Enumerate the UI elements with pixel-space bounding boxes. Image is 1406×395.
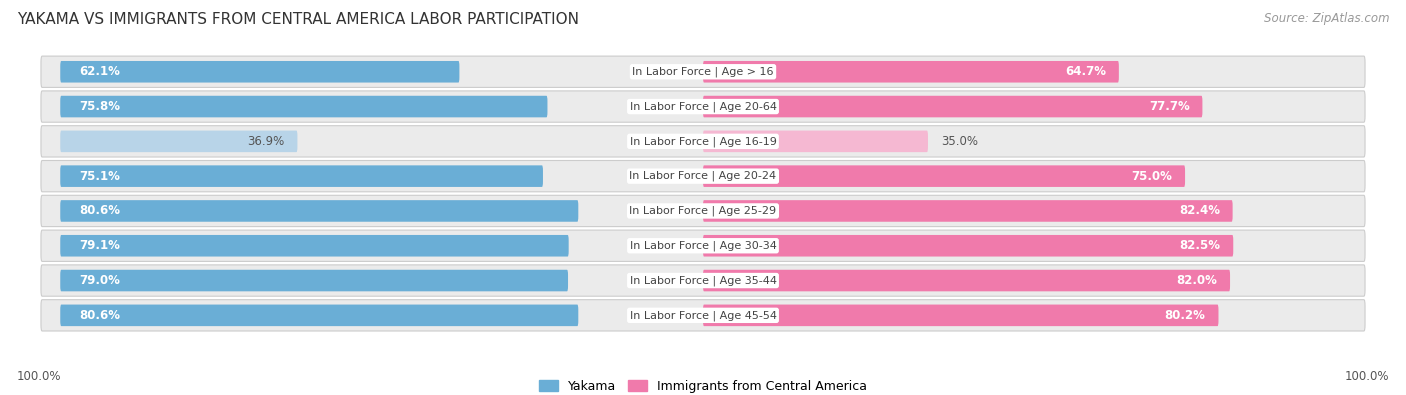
Text: In Labor Force | Age 16-19: In Labor Force | Age 16-19	[630, 136, 776, 147]
Text: 100.0%: 100.0%	[17, 370, 62, 383]
FancyBboxPatch shape	[60, 96, 547, 117]
FancyBboxPatch shape	[60, 61, 460, 83]
FancyBboxPatch shape	[41, 195, 1365, 227]
FancyBboxPatch shape	[60, 235, 568, 256]
Text: 100.0%: 100.0%	[1344, 370, 1389, 383]
Text: 82.4%: 82.4%	[1178, 205, 1220, 218]
FancyBboxPatch shape	[41, 230, 1365, 261]
FancyBboxPatch shape	[703, 166, 1185, 187]
Text: In Labor Force | Age 20-64: In Labor Force | Age 20-64	[630, 101, 776, 112]
Text: 75.0%: 75.0%	[1132, 169, 1173, 182]
FancyBboxPatch shape	[703, 61, 1119, 83]
FancyBboxPatch shape	[703, 235, 1233, 256]
Text: In Labor Force | Age 35-44: In Labor Force | Age 35-44	[630, 275, 776, 286]
Text: 80.2%: 80.2%	[1164, 309, 1205, 322]
Text: 75.8%: 75.8%	[80, 100, 121, 113]
Legend: Yakama, Immigrants from Central America: Yakama, Immigrants from Central America	[534, 375, 872, 395]
Text: 36.9%: 36.9%	[247, 135, 284, 148]
Text: YAKAMA VS IMMIGRANTS FROM CENTRAL AMERICA LABOR PARTICIPATION: YAKAMA VS IMMIGRANTS FROM CENTRAL AMERIC…	[17, 12, 579, 27]
FancyBboxPatch shape	[703, 131, 928, 152]
Text: 64.7%: 64.7%	[1064, 65, 1107, 78]
Text: 35.0%: 35.0%	[941, 135, 977, 148]
FancyBboxPatch shape	[41, 265, 1365, 296]
Text: 80.6%: 80.6%	[80, 205, 121, 218]
FancyBboxPatch shape	[703, 305, 1219, 326]
Text: In Labor Force | Age 20-24: In Labor Force | Age 20-24	[630, 171, 776, 181]
Text: Source: ZipAtlas.com: Source: ZipAtlas.com	[1264, 12, 1389, 25]
FancyBboxPatch shape	[60, 270, 568, 292]
FancyBboxPatch shape	[41, 56, 1365, 87]
Text: In Labor Force | Age > 16: In Labor Force | Age > 16	[633, 66, 773, 77]
Text: 80.6%: 80.6%	[80, 309, 121, 322]
Text: In Labor Force | Age 45-54: In Labor Force | Age 45-54	[630, 310, 776, 321]
Text: In Labor Force | Age 25-29: In Labor Force | Age 25-29	[630, 206, 776, 216]
FancyBboxPatch shape	[41, 300, 1365, 331]
Text: 62.1%: 62.1%	[80, 65, 121, 78]
FancyBboxPatch shape	[60, 305, 578, 326]
FancyBboxPatch shape	[41, 126, 1365, 157]
FancyBboxPatch shape	[60, 200, 578, 222]
FancyBboxPatch shape	[703, 200, 1233, 222]
Text: 75.1%: 75.1%	[80, 169, 121, 182]
Text: 77.7%: 77.7%	[1149, 100, 1189, 113]
Text: 82.5%: 82.5%	[1180, 239, 1220, 252]
FancyBboxPatch shape	[41, 160, 1365, 192]
FancyBboxPatch shape	[60, 131, 298, 152]
Text: 79.0%: 79.0%	[80, 274, 121, 287]
FancyBboxPatch shape	[41, 91, 1365, 122]
FancyBboxPatch shape	[60, 166, 543, 187]
Text: In Labor Force | Age 30-34: In Labor Force | Age 30-34	[630, 241, 776, 251]
Text: 79.1%: 79.1%	[80, 239, 121, 252]
FancyBboxPatch shape	[703, 96, 1202, 117]
Text: 82.0%: 82.0%	[1177, 274, 1218, 287]
FancyBboxPatch shape	[703, 270, 1230, 292]
